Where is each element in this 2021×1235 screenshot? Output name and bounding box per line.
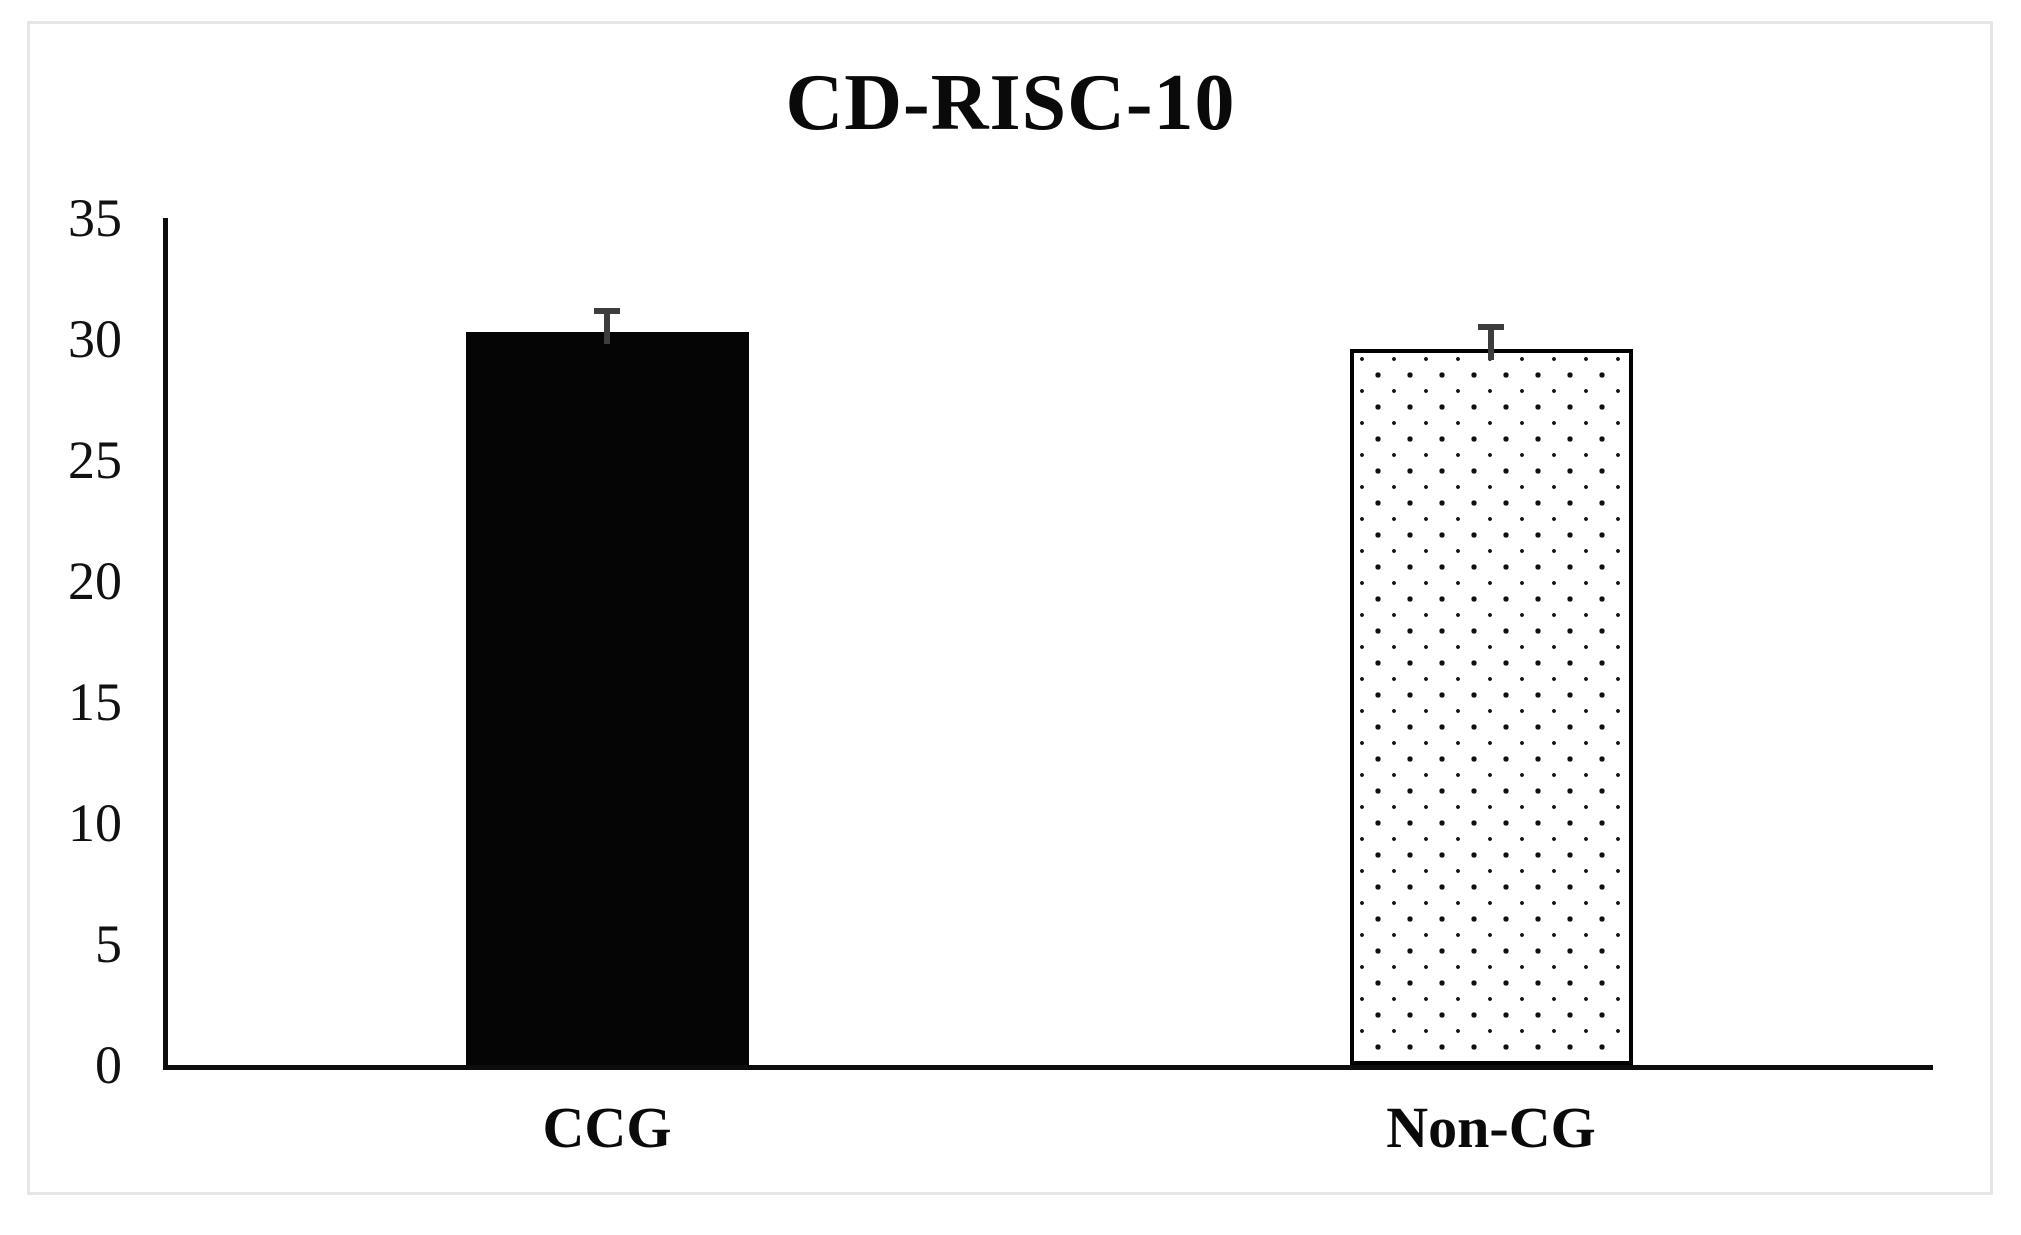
figure-border [27,21,1993,1195]
y-tick-label: 30 [68,309,122,369]
bar-non-cg [1350,349,1633,1065]
y-tick-label: 15 [68,672,122,732]
y-tick-label: 25 [68,430,122,490]
error-bar-non-cg [1478,324,1504,360]
error-bar-cap [594,308,620,314]
x-axis-line [163,1065,1933,1070]
chart-title: CD-RISC-10 [785,59,1236,147]
y-tick-label: 35 [68,188,122,248]
x-category-label-ccg: CCG [542,1095,672,1160]
y-axis-line [163,218,168,1070]
error-bar-whisker [1488,329,1494,360]
x-category-label-non-cg: Non-CG [1386,1095,1596,1160]
error-bar-whisker [604,313,610,344]
y-tick-label: 10 [68,793,122,853]
y-tick-label: 5 [95,914,122,974]
bar-ccg [466,332,749,1065]
y-tick-label: 0 [95,1035,122,1095]
y-tick-label: 20 [68,551,122,611]
error-bar-ccg [594,308,620,344]
error-bar-cap [1478,324,1504,330]
